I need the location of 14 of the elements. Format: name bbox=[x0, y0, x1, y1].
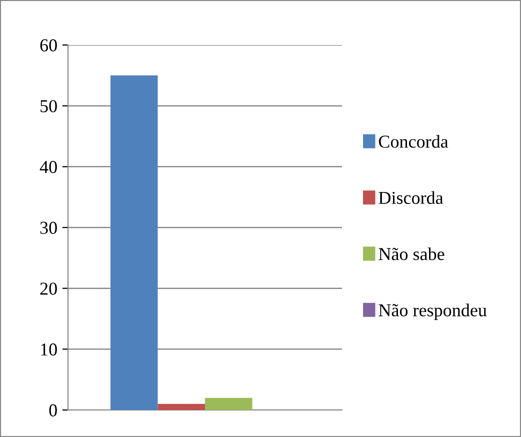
y-tick-label: 30 bbox=[40, 222, 57, 234]
y-tick-label: 40 bbox=[40, 160, 57, 174]
legend-label: Não sabe bbox=[378, 247, 444, 260]
y-tick-label: 50 bbox=[40, 100, 57, 112]
bar bbox=[110, 75, 158, 410]
legend-label: Não respondeu bbox=[378, 304, 487, 320]
y-tick-label: 0 bbox=[49, 404, 57, 416]
y-tick-label: 10 bbox=[41, 343, 57, 356]
legend-label: Concorda bbox=[378, 135, 448, 148]
bar bbox=[205, 398, 252, 410]
bar bbox=[158, 404, 205, 410]
y-tick-label: 60 bbox=[40, 39, 57, 52]
legend-label: Discorda bbox=[378, 191, 444, 204]
y-tick-label: 20 bbox=[40, 282, 57, 295]
